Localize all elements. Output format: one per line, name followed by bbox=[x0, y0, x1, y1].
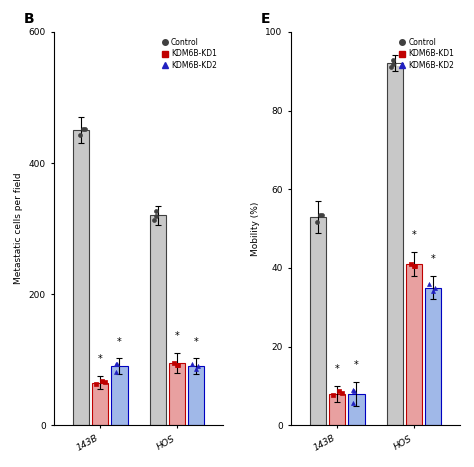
Bar bbox=[169, 363, 185, 425]
Point bbox=[173, 361, 181, 368]
Bar bbox=[406, 264, 422, 425]
Bar bbox=[111, 366, 128, 425]
Bar bbox=[150, 215, 166, 425]
Point bbox=[316, 212, 324, 219]
Text: *: * bbox=[174, 332, 179, 341]
Point bbox=[189, 361, 196, 368]
Point bbox=[431, 284, 439, 291]
Point bbox=[313, 218, 320, 226]
Bar bbox=[92, 382, 108, 425]
Point bbox=[152, 207, 160, 215]
Point bbox=[410, 262, 418, 269]
Point bbox=[429, 288, 437, 295]
Bar bbox=[310, 217, 326, 425]
Text: *: * bbox=[98, 354, 102, 364]
Bar bbox=[348, 394, 365, 425]
Point bbox=[76, 131, 83, 138]
Point bbox=[112, 361, 120, 368]
Point bbox=[426, 281, 433, 288]
Point bbox=[194, 362, 202, 370]
Point bbox=[79, 126, 87, 133]
Text: *: * bbox=[354, 360, 359, 370]
Point bbox=[411, 262, 419, 270]
Point bbox=[170, 359, 178, 367]
Point bbox=[112, 369, 120, 376]
Text: *: * bbox=[431, 254, 436, 264]
Point bbox=[388, 63, 395, 71]
Bar bbox=[188, 366, 204, 425]
Text: *: * bbox=[117, 337, 122, 347]
Point bbox=[349, 387, 357, 394]
Text: B: B bbox=[24, 12, 34, 26]
Point bbox=[151, 216, 158, 224]
Text: E: E bbox=[261, 12, 270, 26]
Point bbox=[101, 378, 109, 385]
Point bbox=[192, 365, 200, 373]
Legend: Control, KDM6B-KD1, KDM6B-KD2: Control, KDM6B-KD1, KDM6B-KD2 bbox=[396, 35, 456, 72]
Point bbox=[338, 389, 346, 396]
Point bbox=[351, 387, 358, 395]
Point bbox=[349, 399, 357, 407]
Point bbox=[114, 361, 121, 368]
Point bbox=[174, 361, 182, 368]
Point bbox=[390, 60, 397, 68]
Point bbox=[92, 380, 100, 387]
Point bbox=[153, 212, 160, 220]
Point bbox=[319, 212, 326, 219]
Bar bbox=[73, 130, 89, 425]
Bar bbox=[425, 288, 441, 425]
Bar bbox=[329, 394, 345, 425]
Y-axis label: Mobility (%): Mobility (%) bbox=[251, 201, 260, 256]
Text: *: * bbox=[194, 337, 199, 347]
Point bbox=[98, 377, 106, 384]
Point bbox=[335, 388, 343, 395]
Point bbox=[407, 260, 415, 267]
Text: *: * bbox=[335, 364, 339, 374]
Y-axis label: Metastatic cells per field: Metastatic cells per field bbox=[14, 173, 23, 284]
Point bbox=[389, 56, 397, 64]
Point bbox=[82, 125, 89, 133]
Text: *: * bbox=[411, 230, 416, 241]
Legend: Control, KDM6B-KD1, KDM6B-KD2: Control, KDM6B-KD1, KDM6B-KD2 bbox=[159, 35, 219, 72]
Bar bbox=[387, 64, 403, 425]
Point bbox=[329, 391, 337, 399]
